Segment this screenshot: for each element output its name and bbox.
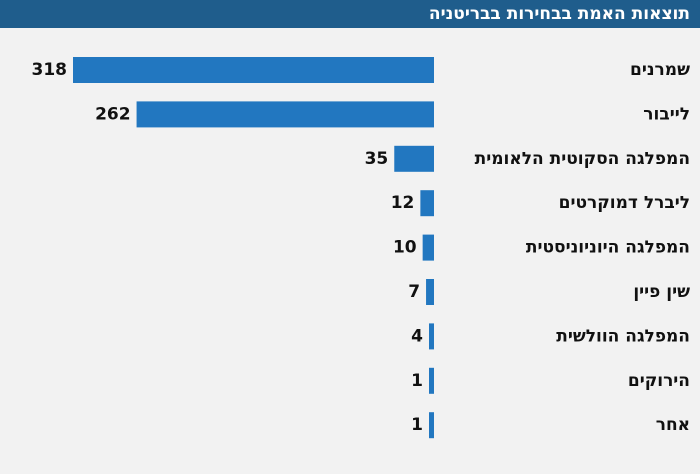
bar bbox=[426, 279, 434, 305]
bar bbox=[422, 234, 434, 261]
bar bbox=[429, 412, 434, 439]
bar-value-label: 10 bbox=[393, 238, 417, 258]
bar-value-label: 1 bbox=[411, 371, 423, 391]
bar-value-label: 4 bbox=[411, 326, 423, 346]
bar bbox=[429, 323, 434, 350]
category-label: שמרנים bbox=[630, 60, 690, 80]
bar-value-label: 12 bbox=[391, 193, 415, 213]
bar bbox=[136, 101, 434, 128]
bar-value-label: 7 bbox=[408, 282, 420, 302]
chart-title: תוצאות האמת בבחירות בבריטניה bbox=[428, 4, 690, 24]
bar-value-label: 262 bbox=[95, 104, 131, 124]
bar-value-label: 1 bbox=[411, 415, 423, 435]
bar-value-label: 35 bbox=[365, 149, 389, 169]
category-label: הירוקים bbox=[628, 371, 690, 391]
category-label: המפלגה הוולשית bbox=[556, 326, 690, 346]
category-label: ליברל דמוקרטים bbox=[559, 193, 690, 213]
category-label: המפלגה הסקוטית הלאומית bbox=[475, 149, 690, 169]
bar bbox=[73, 57, 434, 83]
category-label: שין פיין bbox=[633, 282, 690, 302]
bar-value-label: 318 bbox=[32, 60, 68, 80]
category-label: המפלגה היוניוניסטית bbox=[526, 238, 690, 258]
bar bbox=[429, 367, 434, 394]
category-label: אחר bbox=[656, 415, 690, 435]
title-bar: תוצאות האמת בבחירות בבריטניה bbox=[0, 0, 700, 28]
category-label: לייבור bbox=[643, 104, 690, 124]
bar bbox=[394, 145, 434, 172]
bar bbox=[420, 190, 434, 217]
